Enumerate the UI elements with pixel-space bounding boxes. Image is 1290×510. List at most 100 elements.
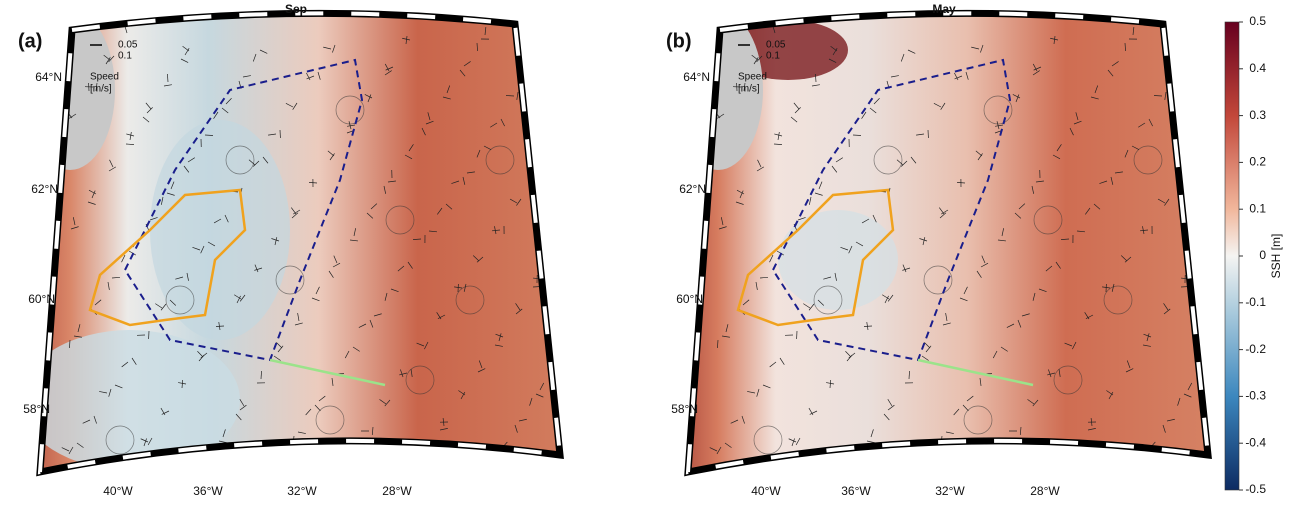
- velocity-arrow: [954, 72, 959, 81]
- velocity-arrow: [814, 192, 823, 196]
- velocity-arrow: [347, 124, 356, 127]
- velocity-arrow: [404, 154, 413, 160]
- velocity-arrow: [384, 63, 390, 72]
- velocity-arrow: [76, 442, 84, 448]
- velocity-arrow: [175, 276, 184, 280]
- eddy: [385, 205, 415, 235]
- legend-value: 0.1: [118, 51, 132, 62]
- map: [688, 13, 1208, 472]
- colorbar-tick-label: -0.4: [1245, 435, 1266, 449]
- velocity-arrow: [945, 313, 948, 322]
- velocity-arrow: [225, 98, 232, 105]
- velocity-arrow: [940, 209, 949, 215]
- velocity-arrow: [416, 342, 425, 347]
- velocity-arrow: [125, 143, 135, 145]
- velocity-arrow: [848, 245, 853, 254]
- velocity-arrow: [252, 160, 260, 167]
- colorbar-tick-label: -0.5: [1245, 482, 1266, 496]
- velocity-arrow: [266, 466, 274, 472]
- velocity-arrow: [492, 229, 501, 232]
- velocity-arrow: [779, 357, 785, 365]
- velocity-arrow: [99, 391, 108, 394]
- velocity-arrow: [516, 198, 522, 206]
- velocity-arrow: [1032, 63, 1038, 72]
- velocity-arrow: [717, 113, 725, 119]
- ssh-field: [688, 13, 1208, 472]
- velocity-arrow: [82, 419, 91, 424]
- colorbar-tick-label: -0.2: [1245, 342, 1266, 356]
- velocity-arrow: [149, 217, 158, 221]
- velocity-arrow: [866, 440, 875, 444]
- lon-label: 40°W: [751, 484, 781, 498]
- velocity-arrow: [928, 455, 937, 460]
- velocity-arrow: [235, 413, 242, 421]
- velocity-arrow: [274, 237, 278, 246]
- panel-label: (b): [666, 30, 692, 52]
- velocity-arrow: [1140, 229, 1149, 232]
- velocity-arrow: [252, 53, 257, 62]
- velocity-arrow: [940, 102, 946, 110]
- velocity-arrow: [1085, 207, 1091, 215]
- velocity-arrow: [980, 44, 984, 53]
- velocity-arrow: [297, 431, 306, 434]
- velocity-arrow: [292, 102, 298, 110]
- velocity-arrow: [342, 455, 349, 463]
- velocity-arrow: [91, 190, 96, 199]
- velocity-arrow: [484, 27, 487, 36]
- velocity-arrow: [538, 60, 545, 68]
- velocity-arrow: [498, 333, 502, 342]
- velocity-arrow: [291, 212, 299, 219]
- velocity-arrow: [1203, 140, 1208, 149]
- velocity-arrow: [933, 103, 942, 108]
- velocity-arrow: [369, 319, 374, 328]
- velocity-arrow: [397, 265, 405, 272]
- velocity-arrow: [88, 189, 97, 195]
- colorbar-tick-label: 0.3: [1249, 108, 1266, 122]
- velocity-arrow: [942, 322, 951, 326]
- map-frame-dash: [37, 11, 563, 475]
- velocity-arrow: [1183, 393, 1192, 398]
- velocity-arrow: [1072, 341, 1077, 350]
- velocity-arrow: [306, 75, 315, 80]
- section-line: [917, 358, 1034, 387]
- colorbar-tick-label: -0.3: [1245, 389, 1266, 403]
- lon-label: 40°W: [103, 484, 133, 498]
- velocity-arrow: [222, 429, 226, 438]
- eddy: [923, 265, 953, 295]
- legend-unit: [m/s]: [738, 84, 760, 95]
- velocity-arrow: [1186, 60, 1193, 68]
- velocity-arrow: [855, 241, 864, 247]
- velocity-arrow: [348, 121, 352, 130]
- velocity-arrow: [259, 49, 268, 54]
- velocity-arrow: [1048, 369, 1052, 378]
- velocity-arrow: [221, 107, 229, 114]
- velocity-arrow: [793, 102, 800, 110]
- velocity-arrow: [996, 121, 1000, 130]
- velocity-arrow: [1111, 283, 1115, 292]
- velocity-arrow: [314, 404, 321, 412]
- eddy: [165, 285, 195, 315]
- velocity-arrow: [990, 455, 997, 463]
- velocity-arrow: [963, 286, 968, 295]
- eddy: [315, 405, 345, 435]
- velocity-arrow: [977, 153, 983, 161]
- velocity-arrow: [794, 107, 801, 114]
- velocity-arrow: [218, 322, 221, 331]
- velocity-arrow: [427, 112, 431, 121]
- velocity-arrow: [1050, 37, 1059, 41]
- velocity-arrow: [1032, 70, 1040, 76]
- velocity-arrow: [383, 185, 387, 194]
- lon-label: 28°W: [1030, 484, 1060, 498]
- velocity-arrow: [919, 238, 928, 242]
- velocity-arrow: [1111, 61, 1119, 67]
- legend-value: 0.05: [118, 40, 138, 51]
- velocity-arrow: [924, 462, 930, 471]
- velocity-arrow: [1192, 37, 1201, 40]
- velocity-arrow: [817, 299, 825, 306]
- velocity-arrow: [345, 457, 353, 463]
- velocity-arrow: [1143, 333, 1152, 338]
- velocity-arrow: [61, 447, 70, 452]
- velocity-arrow: [463, 61, 471, 67]
- velocity-arrow: [213, 218, 222, 224]
